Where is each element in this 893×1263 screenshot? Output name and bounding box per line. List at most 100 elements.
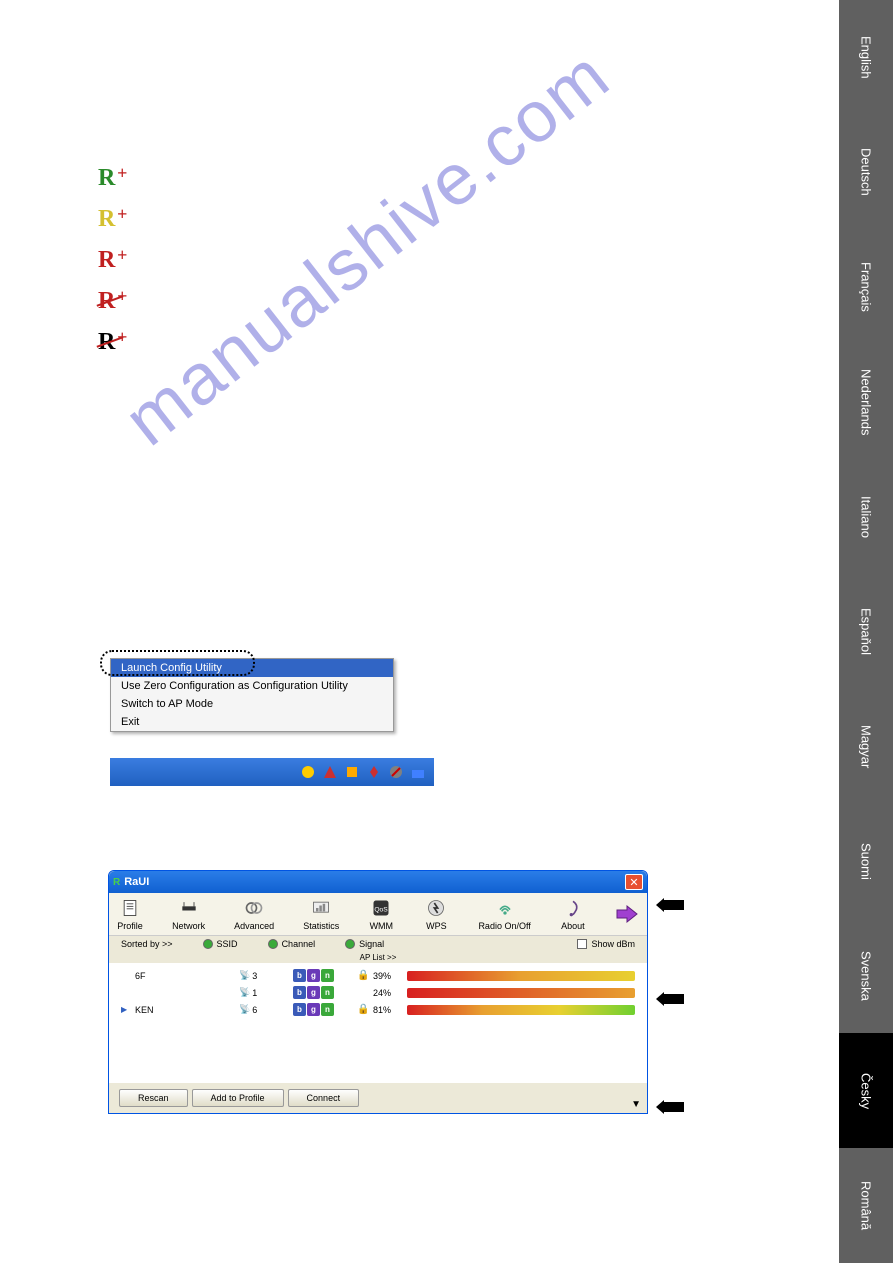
tray-icon-1[interactable]	[300, 764, 316, 780]
menu-exit[interactable]: Exit	[111, 713, 393, 731]
lang-tab-romana[interactable]: Română	[839, 1148, 893, 1263]
menu-launch-config[interactable]: Launch Config Utility	[111, 659, 393, 677]
checkbox-icon	[577, 939, 587, 949]
mode-b-icon: b	[293, 1003, 306, 1016]
lang-tab-deutsch[interactable]: Deutsch	[839, 115, 893, 230]
mode-g-icon: g	[307, 1003, 320, 1016]
button-bar: Rescan Add to Profile Connect	[109, 1083, 647, 1113]
language-sidebar: English Deutsch Français Nederlands Ital…	[839, 0, 893, 1263]
toolbar-about[interactable]: About	[560, 897, 586, 931]
lock-icon: 🔒	[357, 1004, 369, 1015]
lang-tab-svenska[interactable]: Svenska	[839, 919, 893, 1034]
ap-row[interactable]: 📡1 bgn 24%	[117, 984, 639, 1001]
show-dbm[interactable]: Show dBm	[577, 939, 635, 949]
mode-g-icon: g	[307, 986, 320, 999]
mode-n-icon: n	[321, 986, 334, 999]
toolbar-advanced[interactable]: Advanced	[234, 897, 274, 931]
mode-b-icon: b	[293, 969, 306, 982]
tray-icon-5[interactable]	[388, 764, 404, 780]
ap-ssid: KEN	[135, 1005, 235, 1015]
profile-icon	[117, 897, 143, 919]
toolbar-radio[interactable]: Radio On/Off	[478, 897, 530, 931]
lock-icon: 🔒	[357, 970, 369, 981]
toolbar-profile-label: Profile	[117, 921, 143, 931]
expand-toggle[interactable]: ▼	[631, 1099, 641, 1110]
toolbar-advanced-label: Advanced	[234, 921, 274, 931]
raui-window: R RaUI ✕ Profile Network Advanced Statis…	[108, 870, 648, 1114]
wps-icon	[423, 897, 449, 919]
ap-percent: 24%	[373, 988, 403, 998]
show-dbm-label: Show dBm	[591, 939, 635, 949]
toolbar-statistics[interactable]: Statistics	[303, 897, 339, 931]
status-icon-connected-weak: R	[98, 206, 115, 233]
signal-bar	[407, 1005, 635, 1015]
mode-b-icon: b	[293, 986, 306, 999]
help-arrow-icon[interactable]	[615, 904, 639, 924]
lang-tab-english[interactable]: English	[839, 0, 893, 115]
radio-icon	[492, 897, 518, 919]
toolbar-radio-label: Radio On/Off	[478, 921, 530, 931]
channel-icon: 📡	[239, 970, 250, 981]
ap-channel: 📡3	[239, 970, 289, 981]
sort-channel[interactable]: Channel	[268, 939, 316, 949]
channel-icon: 📡	[239, 987, 250, 998]
tray-context-menu: Launch Config Utility Use Zero Configura…	[110, 658, 394, 732]
status-icon-disconnected: R	[98, 288, 115, 315]
ap-channel-value: 3	[252, 971, 257, 981]
channel-icon: 📡	[239, 1004, 250, 1015]
tray-icon-4[interactable]	[366, 764, 382, 780]
lang-tab-magyar[interactable]: Magyar	[839, 689, 893, 804]
toolbar-wps-label: WPS	[426, 921, 447, 931]
toolbar: Profile Network Advanced Statistics QoS …	[109, 893, 647, 935]
toolbar-profile[interactable]: Profile	[117, 897, 143, 931]
title-icon: R	[113, 877, 120, 888]
content-area: R R R R R manualshive.com Launch Config …	[0, 0, 839, 1263]
lang-tab-francais[interactable]: Français	[839, 230, 893, 345]
wmm-icon: QoS	[368, 897, 394, 919]
menu-zero-config[interactable]: Use Zero Configuration as Configuration …	[111, 677, 393, 695]
ap-channel-value: 6	[252, 1005, 257, 1015]
close-button[interactable]: ✕	[625, 874, 643, 890]
add-to-profile-button[interactable]: Add to Profile	[192, 1089, 284, 1107]
tray-icon-6[interactable]	[410, 764, 426, 780]
connect-button[interactable]: Connect	[288, 1089, 360, 1107]
sort-ssid[interactable]: SSID	[203, 939, 238, 949]
toolbar-network-label: Network	[172, 921, 205, 931]
toolbar-network[interactable]: Network	[172, 897, 205, 931]
sort-channel-label: Channel	[282, 939, 316, 949]
toolbar-about-label: About	[561, 921, 585, 931]
mode-n-icon: n	[321, 1003, 334, 1016]
ap-list-header: AP List >>	[109, 952, 647, 963]
toolbar-wps[interactable]: WPS	[423, 897, 449, 931]
ap-modes: bgn	[293, 1003, 353, 1016]
sort-signal[interactable]: Signal	[345, 939, 384, 949]
sort-signal-label: Signal	[359, 939, 384, 949]
about-icon	[560, 897, 586, 919]
titlebar[interactable]: R RaUI ✕	[109, 871, 647, 893]
ap-channel-value: 1	[252, 988, 257, 998]
ap-row[interactable]: 6F 📡3 bgn 🔒 39%	[117, 967, 639, 984]
lang-tab-cesky[interactable]: Česky	[839, 1033, 893, 1148]
callout-arrow-3	[656, 1100, 684, 1114]
lang-tab-italiano[interactable]: Italiano	[839, 459, 893, 574]
status-icon-connected-poor: R	[98, 247, 115, 274]
ap-list: 6F 📡3 bgn 🔒 39% 📡1 bgn 24% ▶ KEN 📡6	[109, 963, 647, 1083]
tray-icon-3[interactable]	[344, 764, 360, 780]
status-icon-disabled: R	[98, 329, 115, 356]
ap-percent: 39%	[373, 971, 403, 981]
ap-row[interactable]: ▶ KEN 📡6 bgn 🔒 81%	[117, 1001, 639, 1018]
lang-tab-nederlands[interactable]: Nederlands	[839, 344, 893, 459]
toolbar-wmm[interactable]: QoS WMM	[368, 897, 394, 931]
menu-ap-mode[interactable]: Switch to AP Mode	[111, 695, 393, 713]
radio-icon	[345, 939, 355, 949]
status-icon-connected-good: R	[98, 165, 115, 192]
rescan-button[interactable]: Rescan	[119, 1089, 188, 1107]
tray-icon-2[interactable]	[322, 764, 338, 780]
title-text: RaUI	[124, 876, 149, 888]
toolbar-wmm-label: WMM	[370, 921, 394, 931]
lang-tab-espanol[interactable]: Espaňol	[839, 574, 893, 689]
radio-icon	[203, 939, 213, 949]
ap-channel: 📡6	[239, 1004, 289, 1015]
selected-marker: ▶	[121, 1005, 131, 1014]
lang-tab-suomi[interactable]: Suomi	[839, 804, 893, 919]
